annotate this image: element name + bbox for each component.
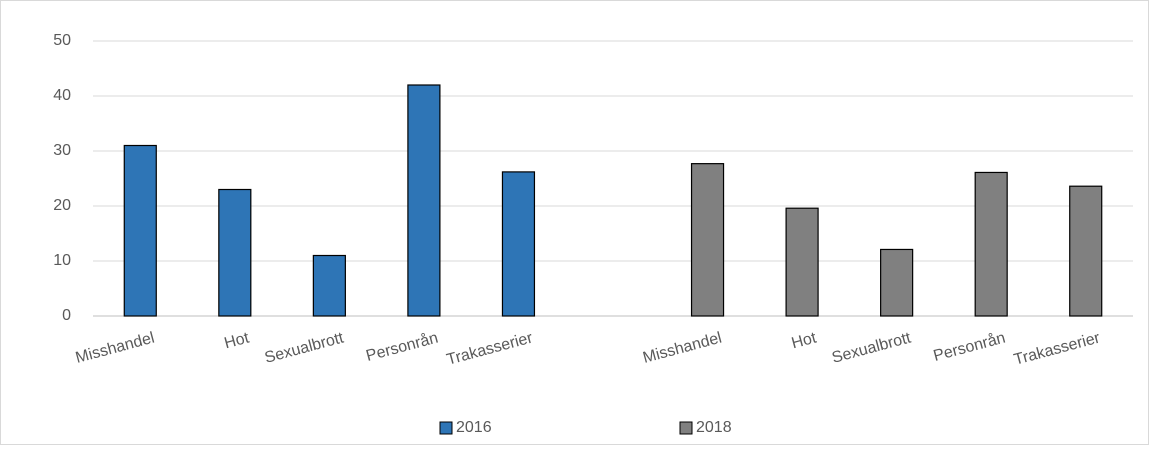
x-tick-label: Hot [222, 329, 251, 352]
legend-label: 2018 [696, 419, 732, 436]
bar [880, 248, 914, 317]
legend-label: 2016 [456, 419, 492, 436]
bar [974, 171, 1008, 317]
y-tick-label: 10 [53, 252, 71, 269]
y-tick-label: 50 [53, 32, 71, 49]
bar [501, 171, 536, 317]
legend-swatch [679, 421, 693, 435]
legend-swatch [439, 421, 453, 435]
x-tick-label: Hot [790, 329, 819, 352]
bar [785, 207, 819, 317]
bar [312, 254, 346, 317]
y-tick-label: 20 [53, 197, 71, 214]
y-tick-label: 0 [62, 307, 71, 324]
bar [1069, 185, 1103, 317]
bar [690, 163, 725, 317]
bar [218, 188, 252, 317]
bar [407, 84, 441, 317]
y-tick-label: 40 [53, 87, 71, 104]
bar [123, 144, 157, 317]
y-tick-label: 30 [53, 142, 71, 159]
